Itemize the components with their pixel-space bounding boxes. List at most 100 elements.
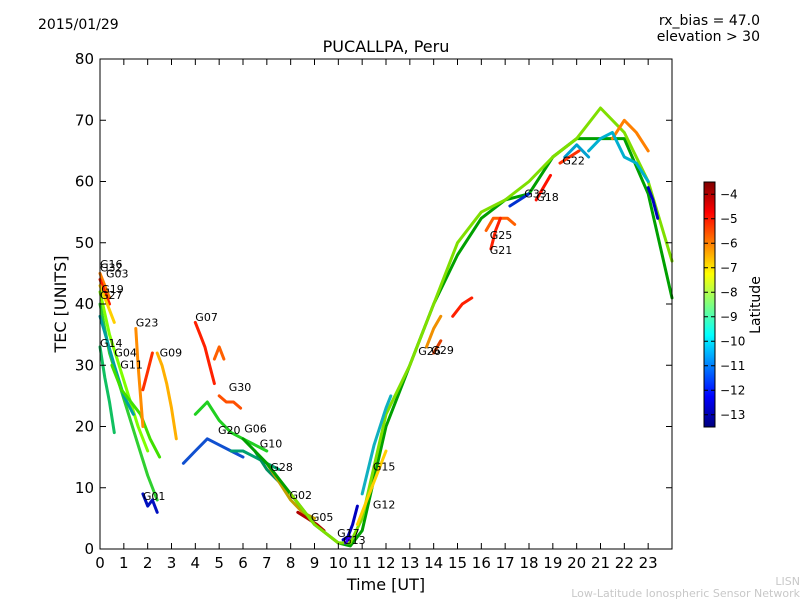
series-g21 [489,216,502,251]
sat-label-g28: G28 [270,461,293,474]
x-axis: 0 1 2 3 4 5 6 7 8 9 10 11 12 13 14 15 16 17 18 19 20 21 22 23 [95,59,658,572]
series-g22 [558,149,581,165]
sat-label-g10: G10 [260,437,283,450]
x-tick-label: 13 [400,554,419,572]
colorbar-tick-label: −7 [720,261,738,275]
y-tick-label: 10 [75,479,94,497]
footer-org-short: LISN [775,575,800,588]
series-g23b [141,351,154,392]
series-g07 [193,320,216,386]
colorbar-tick-label: −12 [720,383,745,397]
colorbar-tick-label: −6 [720,236,738,250]
sat-label-g07: G07 [195,311,218,324]
y-tick-label: 60 [75,173,94,191]
colorbar-tick-label: −9 [720,310,738,324]
sat-label-g32: G32 [100,262,123,275]
x-tick-label: 17 [496,554,515,572]
x-tick-label: 20 [567,554,586,572]
sat-label-g06: G06 [244,423,267,436]
sat-label-g20: G20 [218,424,241,437]
series-g23 [134,327,145,428]
y-tick-label: 0 [84,540,94,558]
series-g32 [98,278,111,306]
x-tick-label: 23 [639,554,658,572]
x-tick-label: 2 [143,554,153,572]
x-tick-label: 14 [424,554,443,572]
series-g16 [98,271,111,300]
colorbar-tick-label: −4 [720,187,738,201]
series-g19 [98,290,150,453]
sat-label-g19: G19 [101,283,124,296]
series-layer [98,106,674,548]
sat-label-g04: G04 [114,347,137,360]
series-g01 [141,492,159,514]
y-axis: 0 10 20 30 40 50 60 70 80 [75,50,672,558]
elevation-label: elevation > 30 [656,29,760,45]
series-g13 [344,535,352,545]
y-tick-label: 20 [75,418,94,436]
sat-label-g29: G29 [431,344,454,357]
footer-org-long: Low-Latitude Ionospheric Sensor Network [571,587,800,600]
bias-info: rx_bias = 47.0 elevation > 30 [657,13,760,45]
series-late2 [587,131,650,183]
sat-label-g11: G11 [120,358,143,371]
sat-label-g13: G13 [343,534,366,547]
series-main1 [241,137,674,548]
x-tick-label: 18 [519,554,538,572]
series-g06 [193,400,269,453]
colorbar-tick-label: −10 [720,334,745,348]
y-tick-label: 70 [75,111,94,129]
sat-label-g02: G02 [290,489,313,502]
rx-bias-label: rx_bias = 47.0 [658,13,760,29]
x-tick-label: 10 [329,554,348,572]
x-tick-label: 5 [214,554,224,572]
x-tick-label: 15 [448,554,467,572]
series-g12 [355,449,388,526]
series-late1 [610,118,650,153]
x-tick-label: 21 [591,554,610,572]
series-g30 [217,394,243,410]
chart-title: PUCALLPA, Peru [322,37,450,56]
x-tick-label: 8 [286,554,296,572]
sat-label-g27: G27 [100,289,123,302]
sat-label-g03: G03 [106,268,129,281]
series-g26 [425,314,443,349]
sat-label-g25: G25 [490,229,513,242]
sat-label-g09: G09 [160,347,183,360]
sat-label-g14: G14 [100,337,123,350]
series-g04 [98,314,135,416]
series-g18 [534,173,552,202]
sat-label-g17: G17 [337,527,360,540]
sat-label-g33: G33 [524,187,547,200]
sat-label-g21: G21 [490,244,513,257]
colorbar-tick-label: −8 [720,285,738,299]
colorbar-tick-label: −13 [720,408,745,422]
series-g29 [432,339,443,355]
y-tick-label: 40 [75,295,94,313]
x-tick-label: 12 [376,554,395,572]
series-g07b [212,345,226,361]
colorbar-ticks: −4 −5 −6 −7 −8 −9 −10 −11 −12 −13 [704,187,745,422]
y-tick-label: 30 [75,356,94,374]
y-tick-label: 80 [75,50,94,68]
sat-label-g26: G26 [418,345,441,358]
sat-label-g30: G30 [229,381,252,394]
series-g15 [360,394,393,496]
footer: LISN Low-Latitude Ionospheric Sensor Net… [571,576,800,600]
x-tick-label: 3 [167,554,177,572]
plot-frame [99,58,673,550]
sat-label-g23: G23 [136,317,159,330]
x-tick-label: 7 [262,554,272,572]
series-g17 [341,504,359,542]
x-tick-label: 9 [310,554,320,572]
series-g11 [110,363,162,459]
x-axis-label: Time [UT] [346,575,425,594]
series-g09 [155,351,178,441]
x-tick-label: 16 [472,554,491,572]
sat-label-g15: G15 [373,461,396,474]
colorbar [703,181,716,428]
series-g29b [451,296,474,318]
y-axis-label: TEC [UNITS] [51,256,70,354]
